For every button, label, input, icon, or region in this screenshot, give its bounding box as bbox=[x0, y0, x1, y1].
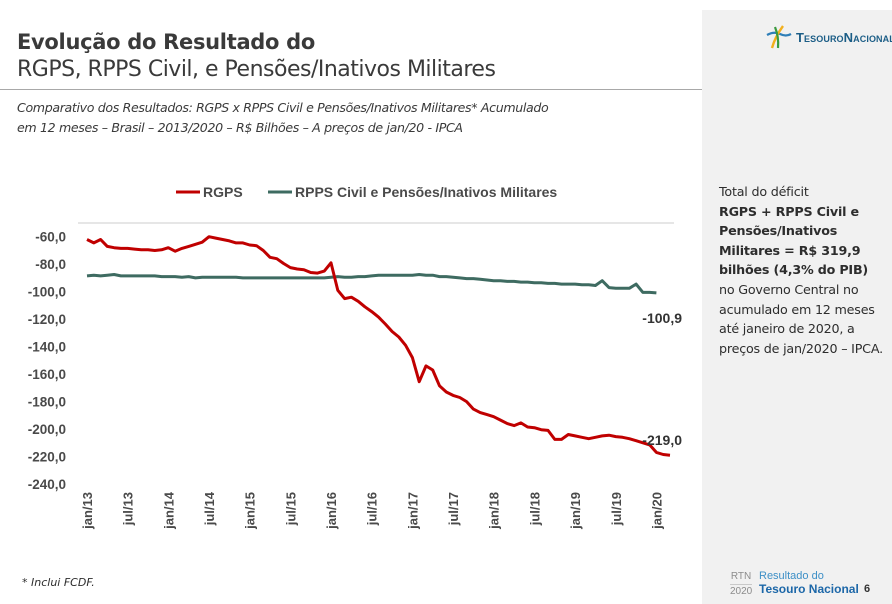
page-number: 6 bbox=[864, 583, 871, 595]
side-panel bbox=[702, 10, 892, 604]
y-tick-label: -80,0 bbox=[35, 257, 66, 272]
rtn-divider bbox=[730, 584, 752, 585]
chart-annotations: -219,0 -100,9 bbox=[642, 310, 682, 448]
deficit-summary-note: Total do déficit RGPS + RPPS Civil e Pen… bbox=[719, 182, 884, 358]
footer-brand-line1: Resultado do bbox=[759, 570, 824, 582]
x-tick-label: jan/18 bbox=[487, 492, 502, 530]
footer-brand-line2: Tesouro Nacional bbox=[759, 582, 859, 596]
y-tick-label: -180,0 bbox=[28, 395, 66, 410]
subtitle-line-1: Comparativo dos Resultados: RGPS x RPPS … bbox=[17, 100, 549, 115]
y-tick-label: -240,0 bbox=[28, 477, 66, 492]
tesouro-nacional-logo-icon bbox=[766, 25, 792, 49]
footnote: * Inclui FCDF. bbox=[22, 576, 95, 589]
series-line-rgps bbox=[86, 235, 671, 457]
title-divider bbox=[0, 89, 702, 90]
chart-series bbox=[86, 235, 671, 457]
page-title: Evolução do Resultado do bbox=[17, 30, 316, 54]
x-tick-label: jan/15 bbox=[243, 492, 258, 530]
y-tick-label: -60,0 bbox=[35, 230, 66, 245]
note-body: no Governo Central no acumulado em 12 me… bbox=[719, 281, 883, 356]
note-intro: Total do déficit bbox=[719, 184, 809, 199]
legend-label-rgps: RGPS bbox=[203, 184, 243, 200]
y-tick-label: -220,0 bbox=[28, 450, 66, 465]
x-tick-label: jan/14 bbox=[161, 491, 176, 530]
rtn-year: 2020 bbox=[730, 586, 753, 597]
x-tick-label: jul/14 bbox=[202, 491, 217, 526]
subtitle-line-2: em 12 meses – Brasil – 2013/2020 – R$ Bi… bbox=[17, 120, 463, 135]
x-tick-label: jul/19 bbox=[609, 492, 624, 526]
line-chart: RGPS RPPS Civil e Pensões/Inativos Milit… bbox=[28, 184, 682, 530]
y-tick-label: -140,0 bbox=[28, 340, 66, 355]
legend-label-rpps: RPPS Civil e Pensões/Inativos Militares bbox=[295, 184, 557, 200]
data-label-rpps-last: -100,9 bbox=[642, 310, 682, 326]
y-tick-label: -100,0 bbox=[28, 285, 66, 300]
x-axis: jan/13 jul/13 jan/14 jul/14 jan/15 jul/15 jan/… bbox=[80, 491, 664, 530]
chart-subtitle: Comparativo dos Resultados: RGPS x RPPS … bbox=[17, 98, 697, 138]
rtn-badge: RTN 2020 bbox=[730, 571, 752, 598]
x-tick-label: jul/13 bbox=[121, 492, 136, 526]
chart-legend: RGPS RPPS Civil e Pensões/Inativos Milit… bbox=[176, 184, 557, 200]
logo-text: TesouroNacional bbox=[796, 29, 892, 45]
y-axis: -60,0 -80,0 -100,0 -120,0 -140,0 -160,0 -180,0… bbox=[28, 230, 66, 492]
x-tick-label: jul/18 bbox=[527, 492, 542, 526]
footer-brand: Resultado do Tesouro Nacional bbox=[759, 570, 859, 596]
x-tick-label: jul/15 bbox=[283, 492, 298, 526]
data-label-rgps-last: -219,0 bbox=[642, 432, 682, 448]
tesouro-nacional-logo: TesouroNacional bbox=[766, 25, 892, 49]
x-tick-label: jan/20 bbox=[649, 492, 664, 530]
x-tick-label: jul/16 bbox=[365, 492, 380, 526]
series-line-rpps bbox=[86, 273, 657, 295]
x-tick-label: jan/19 bbox=[568, 492, 583, 530]
x-tick-label: jan/13 bbox=[80, 492, 95, 530]
rtn-label: RTN bbox=[730, 571, 752, 582]
x-tick-label: jan/17 bbox=[405, 492, 420, 530]
x-tick-label: jul/17 bbox=[446, 492, 461, 526]
y-tick-label: -200,0 bbox=[28, 422, 66, 437]
page-title-subline: RGPS, RPPS Civil, e Pensões/Inativos Mil… bbox=[17, 57, 496, 82]
y-tick-label: -120,0 bbox=[28, 312, 66, 327]
note-highlight: RGPS + RPPS Civil e Pensões/Inativos Mil… bbox=[719, 203, 869, 278]
x-tick-label: jan/16 bbox=[324, 492, 339, 530]
y-tick-label: -160,0 bbox=[28, 367, 66, 382]
